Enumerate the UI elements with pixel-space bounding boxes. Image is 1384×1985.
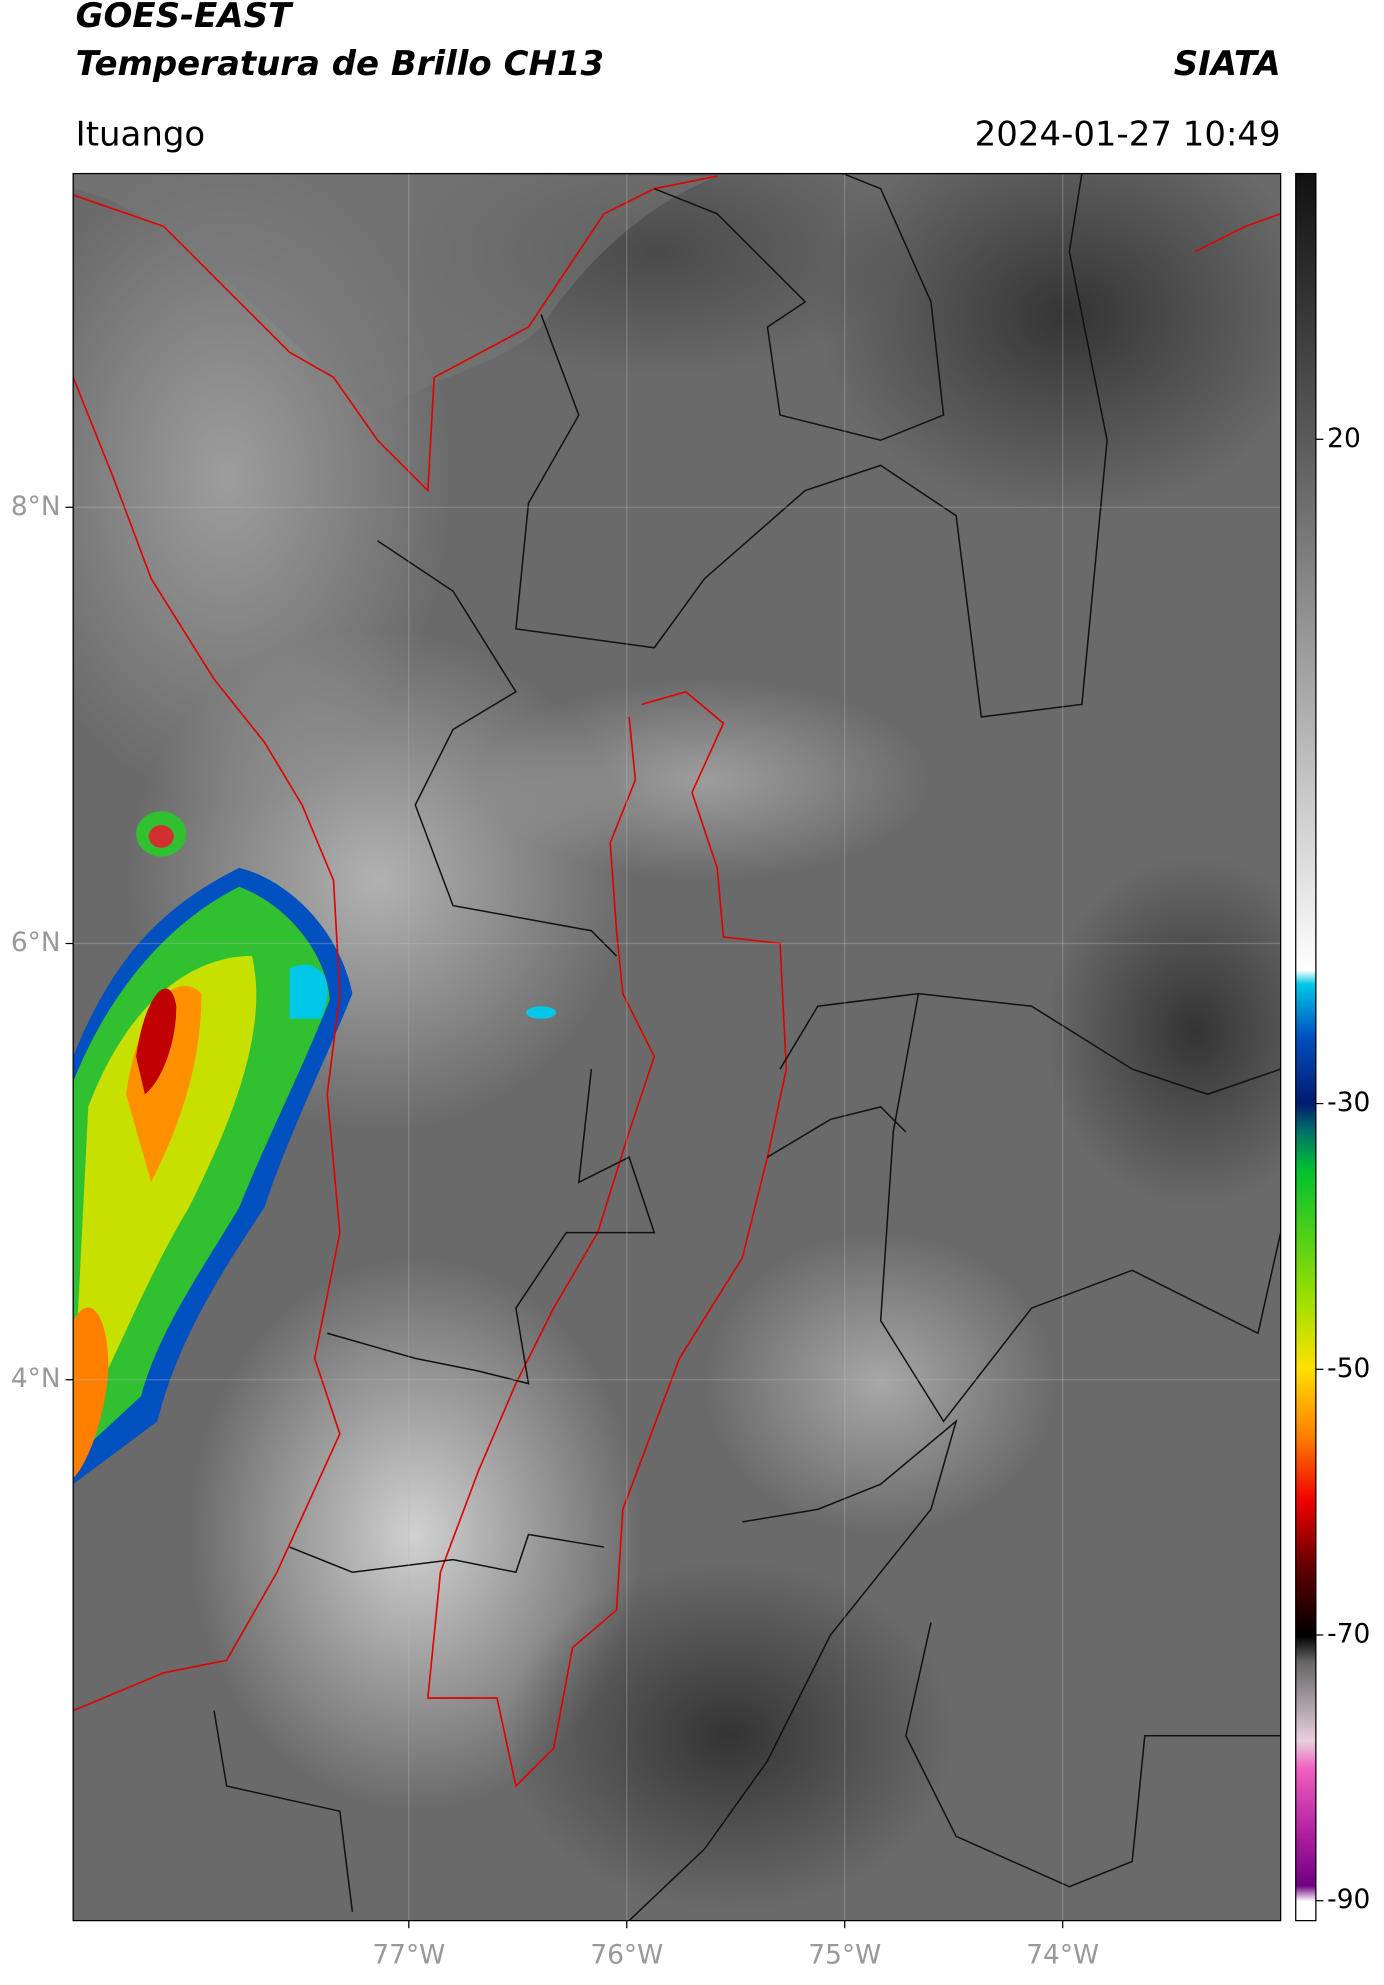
subtitle: Temperatura de Brillo CH13 [76,44,604,84]
colorbar-label: -30 [1327,1087,1370,1118]
y-tick-label: 8°N [11,491,61,522]
datetime: 2024-01-27 10:49 [975,114,1281,154]
colorbar-label: 20 [1327,423,1361,454]
map-frame [72,172,1282,1922]
colorbar [1295,172,1317,1922]
x-tick-label: 76°W [590,1939,663,1970]
y-tick-label: 6°N [11,927,61,958]
colorbar-label: -90 [1327,1884,1370,1915]
y-tick-label: 4°N [11,1363,61,1394]
satellite-image [73,173,1281,1921]
colorbar-label: -70 [1327,1618,1370,1649]
location: Ituango [76,114,206,154]
x-tick-label: 74°W [1026,1939,1099,1970]
colorbar-label: -50 [1327,1353,1370,1384]
source: SIATA [1174,44,1281,84]
title: GOES-EAST [76,0,294,36]
x-tick-label: 75°W [808,1939,881,1970]
x-tick-label: 77°W [372,1939,445,1970]
